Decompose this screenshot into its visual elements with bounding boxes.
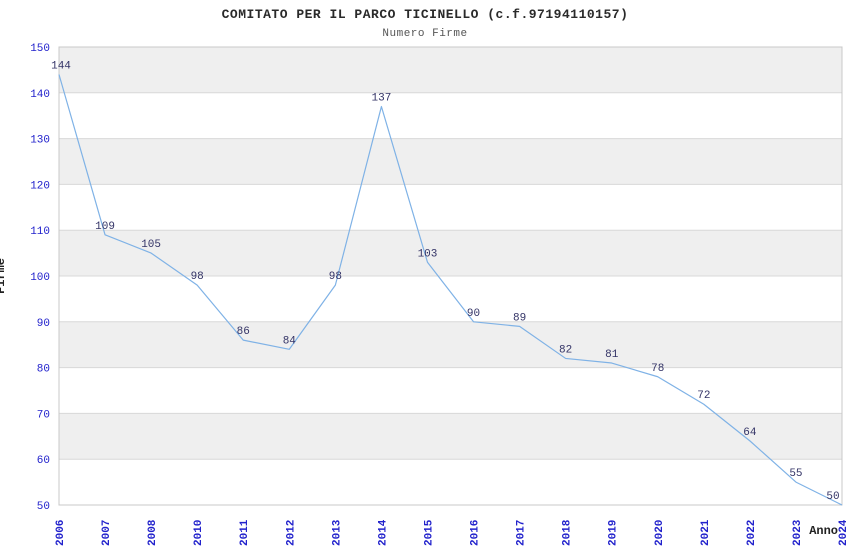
plot-band	[59, 276, 842, 322]
plot-band	[59, 47, 842, 93]
y-tick-label: 60	[37, 455, 50, 467]
y-tick-label: 50	[37, 501, 50, 513]
x-tick-label: 2007	[101, 520, 113, 546]
data-label: 81	[605, 349, 619, 361]
x-tick-label: 2024	[838, 519, 850, 546]
data-label: 105	[141, 239, 161, 251]
x-tick-label: 2017	[516, 520, 528, 546]
x-tick-label: 2018	[562, 519, 574, 546]
data-label: 137	[372, 93, 392, 105]
plot-band	[59, 367, 842, 414]
chart-subtitle: Numero Firme	[382, 28, 468, 40]
x-tick-label: 2014	[377, 519, 389, 546]
data-label: 55	[789, 468, 802, 480]
y-axis-title: Firme	[0, 257, 8, 295]
x-tick-label: 2006	[55, 520, 67, 546]
plot-band	[59, 413, 842, 460]
x-tick-label: 2020	[654, 520, 666, 546]
x-tick-label: 2013	[331, 519, 343, 546]
x-tick-label: 2016	[470, 520, 482, 546]
data-label: 72	[697, 390, 710, 402]
data-label: 144	[51, 60, 71, 72]
x-tick-label: 2019	[608, 520, 620, 546]
y-tick-label: 150	[30, 43, 50, 55]
data-label: 98	[191, 271, 204, 283]
y-tick-label: 110	[30, 226, 50, 238]
data-label: 98	[329, 271, 342, 283]
plot-band	[59, 321, 842, 368]
x-tick-label: 2012	[285, 520, 297, 546]
plot-band	[59, 184, 842, 231]
x-tick-label: 2011	[239, 519, 251, 546]
y-tick-label: 100	[30, 272, 50, 284]
x-tick-label: 2008	[147, 519, 159, 546]
data-label: 109	[95, 221, 115, 233]
x-axis-title: Anno	[809, 524, 838, 538]
y-tick-label: 140	[30, 89, 50, 101]
plot-band	[59, 230, 842, 276]
plot-border	[58, 46, 843, 506]
y-tick-label: 80	[37, 364, 50, 376]
data-label: 50	[826, 491, 839, 503]
data-label: 64	[743, 427, 757, 439]
x-tick-label: 2015	[423, 519, 435, 546]
chart-title: COMITATO PER IL PARCO TICINELLO (c.f.971…	[221, 7, 629, 22]
data-label: 89	[513, 312, 526, 324]
plot-band	[59, 138, 842, 185]
plot-band	[59, 92, 842, 139]
y-tick-label: 70	[37, 409, 50, 421]
x-tick-label: 2023	[792, 519, 804, 546]
data-label: 78	[651, 363, 664, 375]
data-series-line	[58, 74, 843, 506]
data-label: 82	[559, 344, 572, 356]
data-label: 90	[467, 308, 480, 320]
y-tick-label: 120	[30, 180, 50, 192]
data-label: 86	[237, 326, 250, 338]
data-label: 84	[283, 335, 297, 347]
data-label: 103	[418, 248, 438, 260]
x-tick-label: 2021	[700, 519, 712, 546]
x-tick-label: 2010	[193, 520, 205, 546]
plot-band	[59, 459, 842, 505]
y-tick-label: 90	[37, 318, 50, 330]
y-tick-label: 130	[30, 135, 50, 147]
x-tick-label: 2022	[746, 520, 758, 546]
